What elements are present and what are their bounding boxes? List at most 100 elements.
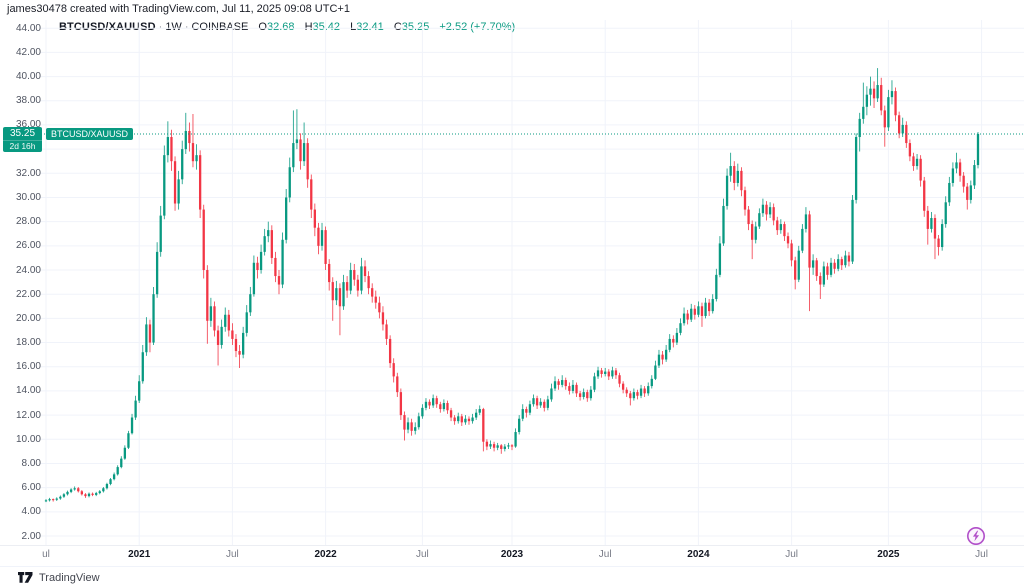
- candle-down: [378, 302, 381, 313]
- candle-up: [944, 202, 947, 225]
- candle-down: [905, 124, 908, 144]
- candle-down: [385, 324, 388, 339]
- candle-down: [310, 179, 313, 210]
- candle-up: [854, 137, 858, 200]
- candle-up: [406, 422, 410, 430]
- high-value: 35.42: [312, 21, 341, 33]
- candle-up: [941, 224, 944, 248]
- candle-down: [231, 330, 234, 339]
- lightning-event-marker-icon[interactable]: [966, 526, 986, 546]
- candle-up: [657, 354, 661, 366]
- candle-up: [73, 488, 76, 490]
- legend-interval[interactable]: 1W: [165, 21, 182, 33]
- candle-up: [650, 378, 653, 387]
- candle-up: [837, 259, 840, 269]
- candle-down: [883, 110, 886, 128]
- y-tick-label: 42.00: [15, 46, 41, 58]
- candle-up: [48, 499, 51, 501]
- candle-up: [675, 332, 679, 343]
- candle-up: [320, 230, 324, 246]
- candle-up: [711, 299, 714, 312]
- candle-down: [198, 155, 202, 210]
- candle-down: [388, 338, 392, 364]
- candle-up: [464, 418, 467, 423]
- candle-up: [360, 266, 363, 291]
- candle-down: [557, 381, 560, 385]
- legend-symbol[interactable]: BTCUSD/XAUUSD: [59, 21, 156, 33]
- tradingview-logo-icon: [18, 572, 33, 583]
- candle-up: [829, 262, 833, 275]
- candle-up: [431, 398, 435, 406]
- candle-up: [768, 207, 772, 215]
- candle-down: [625, 389, 628, 394]
- candle-down: [872, 88, 876, 99]
- candle-down: [428, 401, 431, 406]
- candle-up: [496, 445, 499, 448]
- candle-up: [822, 266, 826, 285]
- last-price-value: 35.25: [9, 128, 36, 139]
- candle-up: [102, 488, 105, 492]
- candle-up: [414, 427, 417, 431]
- candle-down: [371, 288, 374, 297]
- candle-down: [600, 370, 603, 374]
- candle-up: [976, 134, 980, 166]
- candle-down: [564, 380, 567, 387]
- candle-down: [525, 409, 528, 413]
- candle-down: [328, 263, 331, 283]
- candle-down: [313, 209, 316, 228]
- candle-down: [460, 416, 463, 423]
- candle-down: [170, 137, 173, 162]
- candle-down: [815, 260, 818, 277]
- candle-down: [345, 282, 349, 291]
- y-tick-label: 14.00: [15, 385, 41, 397]
- candle-down: [751, 224, 754, 240]
- footer-branding[interactable]: TradingView: [18, 571, 100, 584]
- candle-down: [188, 130, 191, 144]
- candle-up: [349, 270, 352, 291]
- candle-down: [206, 270, 209, 321]
- candle-up: [811, 260, 815, 268]
- candle-down: [733, 166, 736, 183]
- candle-down: [356, 279, 360, 291]
- candle-down: [363, 266, 367, 277]
- candle-up: [163, 155, 166, 216]
- x-tick-label: ul: [42, 549, 50, 560]
- candle-down: [238, 351, 241, 355]
- candle-up: [887, 97, 890, 128]
- candle-up: [532, 398, 535, 405]
- candle-down: [794, 260, 797, 280]
- y-tick-label: 24.00: [15, 264, 41, 276]
- candle-up: [690, 308, 693, 320]
- candle-down: [747, 209, 750, 225]
- candle-up: [862, 106, 865, 119]
- x-tick-label: 2021: [128, 549, 151, 560]
- candle-up: [259, 251, 263, 271]
- candle-up: [95, 493, 98, 495]
- y-tick-label: 40.00: [15, 71, 41, 83]
- candle-down: [880, 85, 883, 111]
- series-price-line-tag[interactable]: BTCUSD/XAUUSD: [46, 128, 134, 140]
- candle-up: [736, 170, 739, 183]
- candle-down: [786, 236, 790, 244]
- candle-down: [274, 257, 277, 277]
- x-tick-label: Jul: [225, 549, 239, 560]
- x-tick-label: Jul: [975, 549, 988, 560]
- time-axis-divider: [0, 545, 1024, 546]
- candle-up: [155, 251, 159, 295]
- y-tick-label: 38.00: [15, 95, 41, 107]
- y-tick-label: 32.00: [15, 167, 41, 179]
- y-tick-label: 8.00: [21, 457, 41, 469]
- candle-up: [285, 197, 288, 240]
- close-label: C: [393, 21, 402, 33]
- candle-down: [173, 161, 177, 204]
- candle-up: [69, 489, 73, 492]
- candle-down: [743, 190, 747, 210]
- high-label: H: [304, 21, 313, 33]
- candle-down: [966, 186, 969, 200]
- candle-down: [897, 115, 901, 134]
- candle-down: [693, 308, 696, 315]
- x-tick-label: 2022: [314, 549, 337, 560]
- candle-up: [152, 294, 155, 343]
- candle-down: [367, 276, 370, 289]
